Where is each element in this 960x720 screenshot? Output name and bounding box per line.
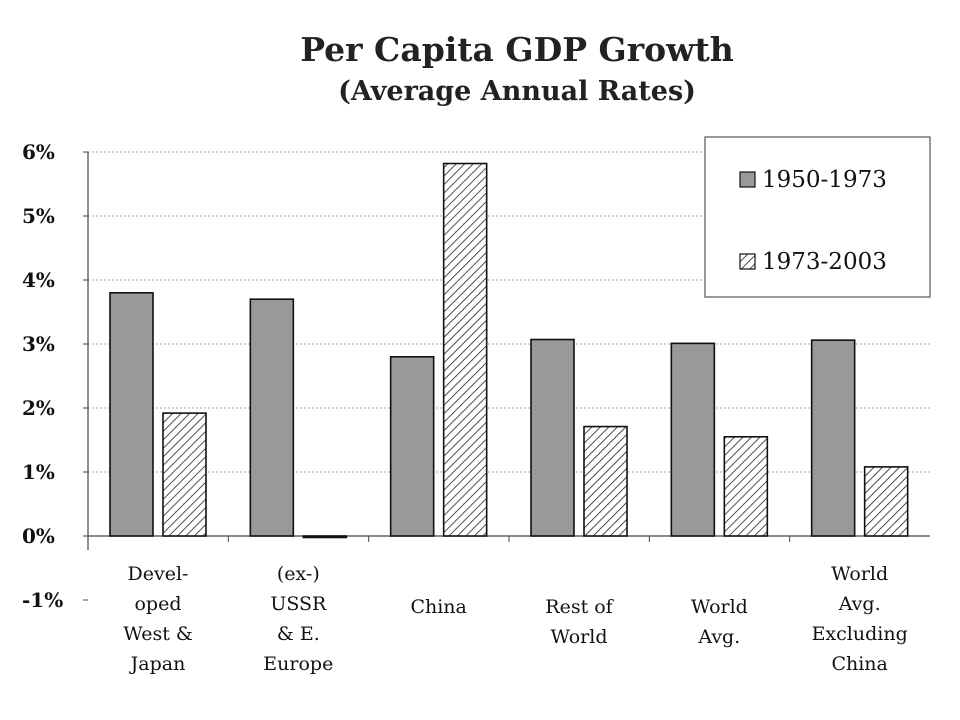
bar-1950-1973-3 [389,355,435,537]
legend-label: 1973-2003 [762,249,887,275]
y-tick-label: 6% [22,140,55,164]
category-label: Avg. [838,593,881,615]
category-label: World [551,626,608,648]
category-labels: Devel-oped West & Japan (ex-) USSR & E. Europe… [123,563,908,675]
y-tick-label: 0% [22,524,55,548]
category-label: Excluding [812,623,908,645]
legend-box [704,136,931,298]
bar-1973-2003-6 [863,466,909,537]
bar-1950-1973-2 [249,298,295,537]
category-label: oped [134,593,181,615]
category-label: China [831,653,887,675]
legend-swatch [739,171,756,188]
category-label: China [410,596,466,618]
category-label: Devel- [128,563,189,585]
y-tick-label: 5% [22,204,55,228]
category-label: World [691,596,748,618]
bar-1973-2003-1 [162,412,207,537]
bar-1950-1973-4 [530,338,575,537]
chart-title: Per Capita GDP Growth [300,30,734,69]
y-axis: 6% 5% 4% 3% 2% 1% 0% -1% [22,140,930,612]
y-tick-label: 1% [22,460,55,484]
y-tick-label: 4% [22,268,55,292]
category-label: (ex-) [277,563,320,585]
category-label: USSR [270,593,327,615]
bar-1973-2003-2 [302,535,348,539]
y-tick-label: -1% [22,588,63,612]
bars [109,162,909,539]
bar-1973-2003-4 [583,425,628,537]
category-label: West & [123,623,193,645]
category-label: Japan [129,653,186,675]
category-label: Rest of [545,596,614,618]
bar-1950-1973-5 [670,342,716,537]
bar-1950-1973-1 [109,291,154,537]
category-label: & E. [277,623,320,645]
chart-subtitle: (Average Annual Rates) [338,76,696,107]
legend-swatch [739,253,756,270]
bar-1973-2003-3 [442,162,488,537]
legend-label: 1950-1973 [762,167,887,193]
y-tick-label: 2% [22,396,55,420]
bar-1950-1973-6 [810,339,856,537]
category-label: Avg. [697,626,740,648]
y-tick-label: 3% [22,332,55,356]
category-label: World [831,563,888,585]
bar-1973-2003-5 [723,435,769,537]
category-label: Europe [263,653,333,675]
legend: 1950-1973 1973-2003 [704,136,931,298]
